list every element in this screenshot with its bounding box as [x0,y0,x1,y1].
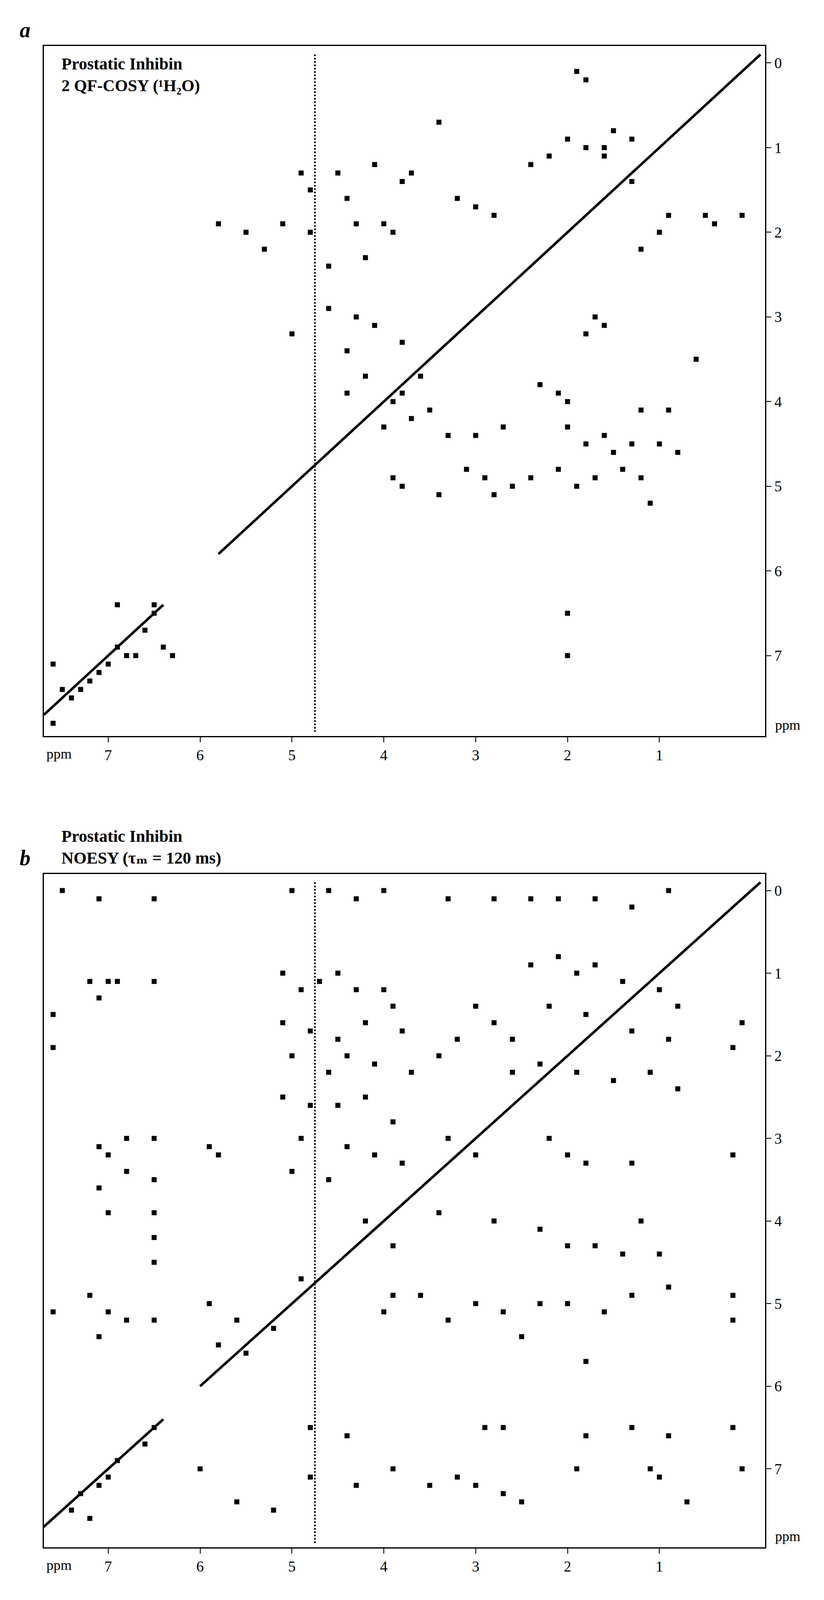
svg-text:Prostatic Inhibin2 QF-COSY (¹H: Prostatic Inhibin2 QF-COSY (¹H₂O) [61,54,200,95]
svg-text:5: 5 [774,477,782,495]
svg-text:6: 6 [196,1557,205,1575]
svg-text:b: b [19,845,31,870]
svg-text:2: 2 [563,746,572,764]
svg-text:6: 6 [774,562,782,580]
svg-text:6: 6 [774,1377,782,1395]
svg-text:7: 7 [104,746,113,764]
svg-text:3: 3 [774,308,782,326]
svg-text:3: 3 [774,1130,782,1147]
svg-text:1: 1 [774,964,782,982]
svg-text:2: 2 [774,224,782,241]
svg-text:3: 3 [471,1557,480,1575]
svg-text:5: 5 [774,1295,782,1312]
svg-text:3: 3 [471,746,480,764]
svg-text:2: 2 [774,1047,782,1064]
svg-text:5: 5 [288,1557,296,1575]
svg-text:7: 7 [774,1460,782,1478]
svg-text:1: 1 [655,746,664,764]
svg-text:6: 6 [196,746,205,764]
svg-text:4: 4 [380,746,388,764]
svg-text:a: a [19,17,31,42]
svg-text:5: 5 [288,746,296,764]
svg-text:0: 0 [774,54,782,72]
svg-text:7: 7 [104,1557,113,1575]
svg-text:ppm: ppm [46,1556,72,1573]
svg-text:7: 7 [774,647,782,664]
svg-text:4: 4 [774,393,782,411]
svg-text:ppm: ppm [775,1528,801,1544]
svg-text:ppm: ppm [775,716,801,733]
svg-text:1: 1 [774,139,782,157]
svg-text:0: 0 [774,882,782,899]
svg-text:2: 2 [563,1557,572,1575]
svg-text:Prostatic InhibinNOESY (τₘ = 1: Prostatic InhibinNOESY (τₘ = 120 ms) [61,826,222,868]
svg-text:ppm: ppm [46,745,72,762]
svg-text:4: 4 [774,1212,782,1230]
svg-text:4: 4 [380,1557,388,1575]
svg-text:1: 1 [655,1557,664,1575]
